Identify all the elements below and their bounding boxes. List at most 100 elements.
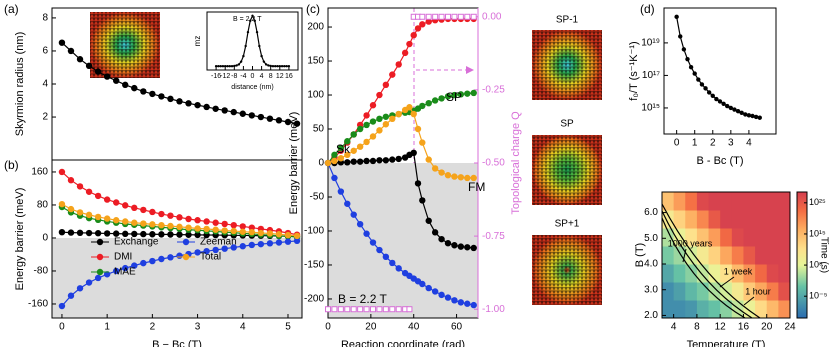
x-tick-label: 1 [692, 138, 698, 149]
marker [140, 206, 147, 214]
marker [239, 60, 243, 63]
y-tick-label: 150 [307, 56, 324, 67]
y-tick-label: 8 [42, 13, 48, 24]
heatmap-cell [662, 282, 675, 301]
contour [661, 217, 746, 319]
marker [264, 63, 268, 66]
marker [58, 168, 66, 176]
heatmap-cell [696, 300, 710, 319]
legend-marker [96, 253, 104, 261]
marker [431, 229, 439, 236]
contour [661, 203, 761, 319]
y-axis-label: Energy barrier (meV) [288, 112, 300, 215]
heatmap-cell [720, 246, 733, 265]
marker [248, 112, 256, 119]
marker [438, 235, 445, 243]
x-axis-label: B - Bc (T) [696, 155, 743, 167]
y-tick-label: 0 [318, 158, 324, 169]
marker [685, 56, 690, 62]
marker [464, 244, 471, 251]
marker [350, 211, 357, 218]
heatmap-cell [720, 192, 733, 211]
marker [376, 246, 383, 254]
marker [94, 68, 102, 75]
series-line [216, 14, 289, 67]
marker [122, 230, 129, 238]
heatmap-cell [778, 282, 791, 301]
marker [185, 231, 192, 238]
heatmap-cell [731, 210, 744, 229]
marker [735, 109, 741, 114]
marker [203, 218, 210, 225]
heatmap-cell [755, 282, 768, 301]
y-tick-label: 6.0 [644, 207, 658, 218]
y-tick-label: 80 [37, 200, 49, 211]
marker [382, 157, 390, 164]
marker [226, 65, 229, 68]
heatmap-cell [731, 228, 744, 247]
y-axis-label: mz [193, 36, 202, 47]
x-tick-label: 3 [195, 322, 201, 333]
legend-label: Zeeman [200, 237, 237, 248]
marker [389, 156, 396, 163]
marker [103, 196, 111, 203]
heatmap-cell [708, 282, 721, 301]
marker [285, 65, 288, 68]
marker [470, 13, 477, 20]
marker [275, 231, 283, 238]
marker [444, 93, 452, 100]
marker [251, 14, 254, 17]
marker [344, 138, 351, 145]
marker [244, 44, 247, 48]
legend-label: Exchange [114, 237, 159, 248]
annotation: B = 2.2 T [233, 16, 262, 23]
marker [750, 113, 755, 119]
marker [344, 200, 351, 207]
marker [85, 279, 93, 286]
heatmap-cell [708, 246, 721, 265]
y-tick-label: 50 [313, 124, 325, 135]
heatmap-cell [755, 264, 768, 283]
marker [212, 219, 219, 226]
marker [357, 306, 364, 313]
marker [221, 245, 228, 252]
heatmap-cell [755, 210, 768, 229]
marker [376, 115, 383, 123]
x-tick-label: 2 [150, 322, 156, 333]
marker [239, 243, 246, 250]
marker [257, 240, 265, 248]
heatmap-cell [685, 246, 698, 265]
marker [76, 285, 84, 292]
x-tick-label: 16 [285, 73, 293, 80]
marker [266, 230, 274, 237]
marker [293, 120, 301, 127]
marker [445, 13, 451, 20]
snapshot-label: SP+1 [555, 219, 580, 230]
marker [363, 230, 370, 237]
marker [228, 65, 231, 68]
marker [728, 105, 734, 111]
marker [230, 221, 237, 229]
marker [410, 149, 417, 157]
heatmap-cell [708, 228, 721, 247]
marker [221, 227, 228, 234]
marker [257, 229, 265, 237]
marker [158, 255, 165, 263]
marker [284, 231, 292, 239]
heatmap-cell [673, 246, 686, 265]
marker [284, 238, 292, 245]
contour-arrow [682, 248, 687, 263]
contour-label: 1 hour [745, 286, 771, 296]
marker [85, 211, 93, 219]
heatmap-cell [731, 246, 744, 265]
marker [692, 71, 697, 76]
marker [419, 13, 426, 20]
heatmap-cell [696, 228, 710, 247]
y-tick-label: 6 [42, 46, 48, 57]
marker [376, 91, 383, 99]
marker [194, 231, 201, 239]
marker [194, 217, 201, 224]
heatmap-cell [778, 264, 791, 283]
marker [457, 13, 464, 20]
marker [419, 139, 426, 146]
